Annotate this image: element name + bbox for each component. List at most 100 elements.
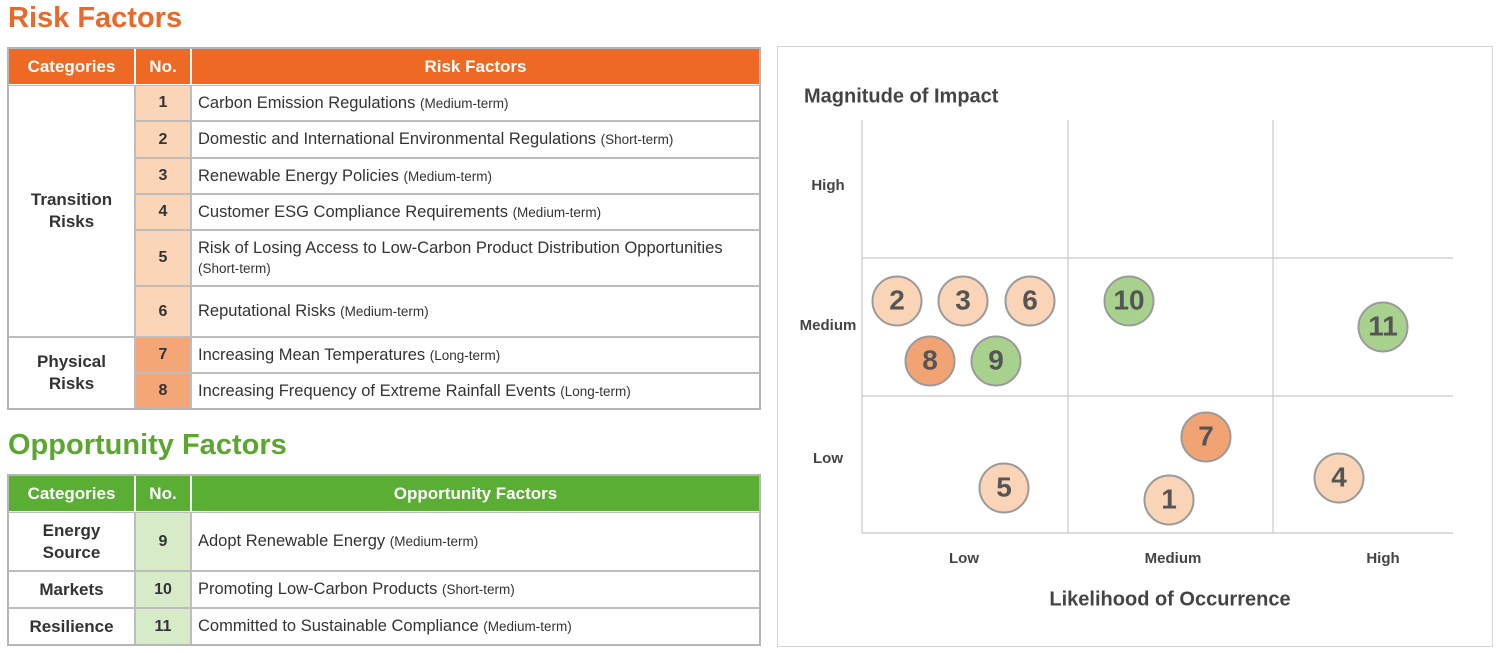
- factor-cell: Domestic and International Environmental…: [191, 121, 760, 158]
- category-cell: Physical Risks: [8, 337, 135, 409]
- factor-cell: Promoting Low-Carbon Products (Short-ter…: [191, 571, 760, 608]
- number-cell: 11: [135, 608, 191, 645]
- term: (Medium-term): [389, 534, 479, 549]
- term: (Medium-term): [340, 304, 429, 319]
- bubble: [937, 275, 989, 327]
- header-cell: Categories: [8, 48, 135, 85]
- factor-text: Domestic and International Environmental…: [198, 129, 673, 150]
- term: (Long-term): [560, 383, 631, 399]
- factor-cell: Risk of Losing Access to Low-Carbon Prod…: [191, 230, 760, 286]
- bubble-label: 2: [889, 284, 905, 315]
- factor-cell: Increasing Mean Temperatures (Long-term): [191, 337, 760, 373]
- factor-text: Reputational Risks (Medium-term): [198, 301, 429, 322]
- factor-text: Renewable Energy Policies (Medium-term): [198, 166, 492, 187]
- number-cell: 8: [135, 373, 191, 409]
- category-cell: Transition Risks: [8, 85, 135, 337]
- factor-text: Increasing Frequency of Extreme Rainfall…: [198, 381, 631, 402]
- factor: Risk of Losing Access to Low-Carbon Prod…: [198, 238, 723, 257]
- factor-text: Committed to Sustainable Compliance (Med…: [198, 616, 572, 637]
- number-cell: 5: [135, 230, 191, 286]
- factor-cell: Carbon Emission Regulations (Medium-term…: [191, 85, 760, 121]
- term: (Long-term): [429, 347, 501, 363]
- number-cell: 4: [135, 194, 191, 230]
- bubble-label: 1: [1161, 483, 1177, 514]
- bubble: [871, 275, 923, 327]
- bubble-label: 7: [1198, 420, 1214, 451]
- y-level: High: [811, 177, 844, 194]
- risk-title: Risk Factors: [8, 2, 183, 34]
- matrix-grid: [861, 120, 1453, 534]
- bubble: [1313, 452, 1365, 504]
- factor: Customer ESG Compliance Requirements: [198, 202, 508, 221]
- x-level: High: [1366, 550, 1399, 567]
- bubble-label: 4: [1331, 461, 1347, 492]
- term: (Medium-term): [403, 168, 492, 184]
- factor: Committed to Sustainable Compliance: [198, 617, 479, 635]
- number-cell: 7: [135, 337, 191, 373]
- number-cell: 10: [135, 571, 191, 608]
- bubble: [1103, 275, 1155, 327]
- factor-cell: Committed to Sustainable Compliance (Med…: [191, 608, 760, 645]
- x-level: Low: [949, 550, 979, 567]
- factor-text: Promoting Low-Carbon Products (Short-ter…: [198, 579, 515, 600]
- matrix: Magnitude of Impact Likelihood of Occurr…: [800, 85, 1453, 610]
- factor-cell: Renewable Energy Policies (Medium-term): [191, 158, 760, 194]
- y-title: Magnitude of Impact: [804, 85, 999, 107]
- category-cell: Resilience: [8, 608, 135, 645]
- bubble-label: 11: [1368, 310, 1398, 341]
- header-cell: Categories: [8, 475, 135, 512]
- bubble: [1143, 474, 1195, 526]
- term: (Medium-term): [419, 95, 509, 111]
- factor-cell: Increasing Frequency of Extreme Rainfall…: [191, 373, 760, 409]
- bubble-label: 8: [922, 344, 938, 375]
- factor: Promoting Low-Carbon Products: [198, 580, 438, 598]
- term: (Medium-term): [483, 619, 572, 634]
- factor-text: Risk of Losing Access to Low-Carbon Prod…: [198, 238, 759, 279]
- factor-text: Increasing Mean Temperatures (Long-term): [198, 345, 500, 366]
- term: (Short-term): [600, 132, 674, 147]
- bubble-label: 6: [1022, 284, 1038, 315]
- factor: Reputational Risks: [198, 302, 336, 320]
- factor: Renewable Energy Policies: [198, 166, 399, 185]
- factor-cell: Adopt Renewable Energy (Medium-term): [191, 512, 760, 571]
- y-level: Medium: [800, 317, 857, 334]
- x-level: Medium: [1145, 550, 1202, 567]
- opportunity-title: Opportunity Factors: [8, 429, 287, 461]
- matrix-panel: [777, 46, 1493, 647]
- term: (Medium-term): [512, 204, 602, 220]
- factor-text: Carbon Emission Regulations (Medium-term…: [198, 93, 508, 114]
- term: (Short-term): [441, 582, 515, 597]
- header-cell: Risk Factors: [191, 48, 760, 85]
- factor-text: Customer ESG Compliance Requirements (Me…: [198, 202, 601, 223]
- bubble-label: 9: [988, 344, 1004, 375]
- header-cell: No.: [135, 475, 191, 512]
- bubble-label: 10: [1113, 284, 1144, 315]
- factor: Adopt Renewable Energy: [198, 532, 386, 550]
- number-cell: 9: [135, 512, 191, 571]
- number-cell: 6: [135, 286, 191, 337]
- factor: Increasing Frequency of Extreme Rainfall…: [198, 381, 556, 400]
- factor-cell: Reputational Risks (Medium-term): [191, 286, 760, 337]
- y-level: Low: [813, 450, 843, 467]
- bubble: [970, 335, 1022, 387]
- number-cell: 1: [135, 85, 191, 121]
- bubble: [1180, 411, 1232, 463]
- category-cell: Energy Source: [8, 512, 135, 571]
- bubble-label: 3: [955, 284, 971, 315]
- factor: Increasing Mean Temperatures: [198, 345, 426, 364]
- term: (Short-term): [198, 260, 271, 276]
- header-cell: Opportunity Factors: [191, 475, 760, 512]
- number-cell: 2: [135, 121, 191, 158]
- factor: Domestic and International Environmental…: [198, 130, 597, 148]
- x-title: Likelihood of Occurrence: [1049, 588, 1290, 610]
- bubble: [1357, 301, 1409, 353]
- factor-text: Adopt Renewable Energy (Medium-term): [198, 531, 478, 552]
- category-cell: Markets: [8, 571, 135, 608]
- bubble: [1004, 275, 1056, 327]
- header-cell: No.: [135, 48, 191, 85]
- factor: Carbon Emission Regulations: [198, 93, 416, 112]
- bubble: [904, 335, 956, 387]
- bubble-label: 5: [996, 471, 1012, 502]
- number-cell: 3: [135, 158, 191, 194]
